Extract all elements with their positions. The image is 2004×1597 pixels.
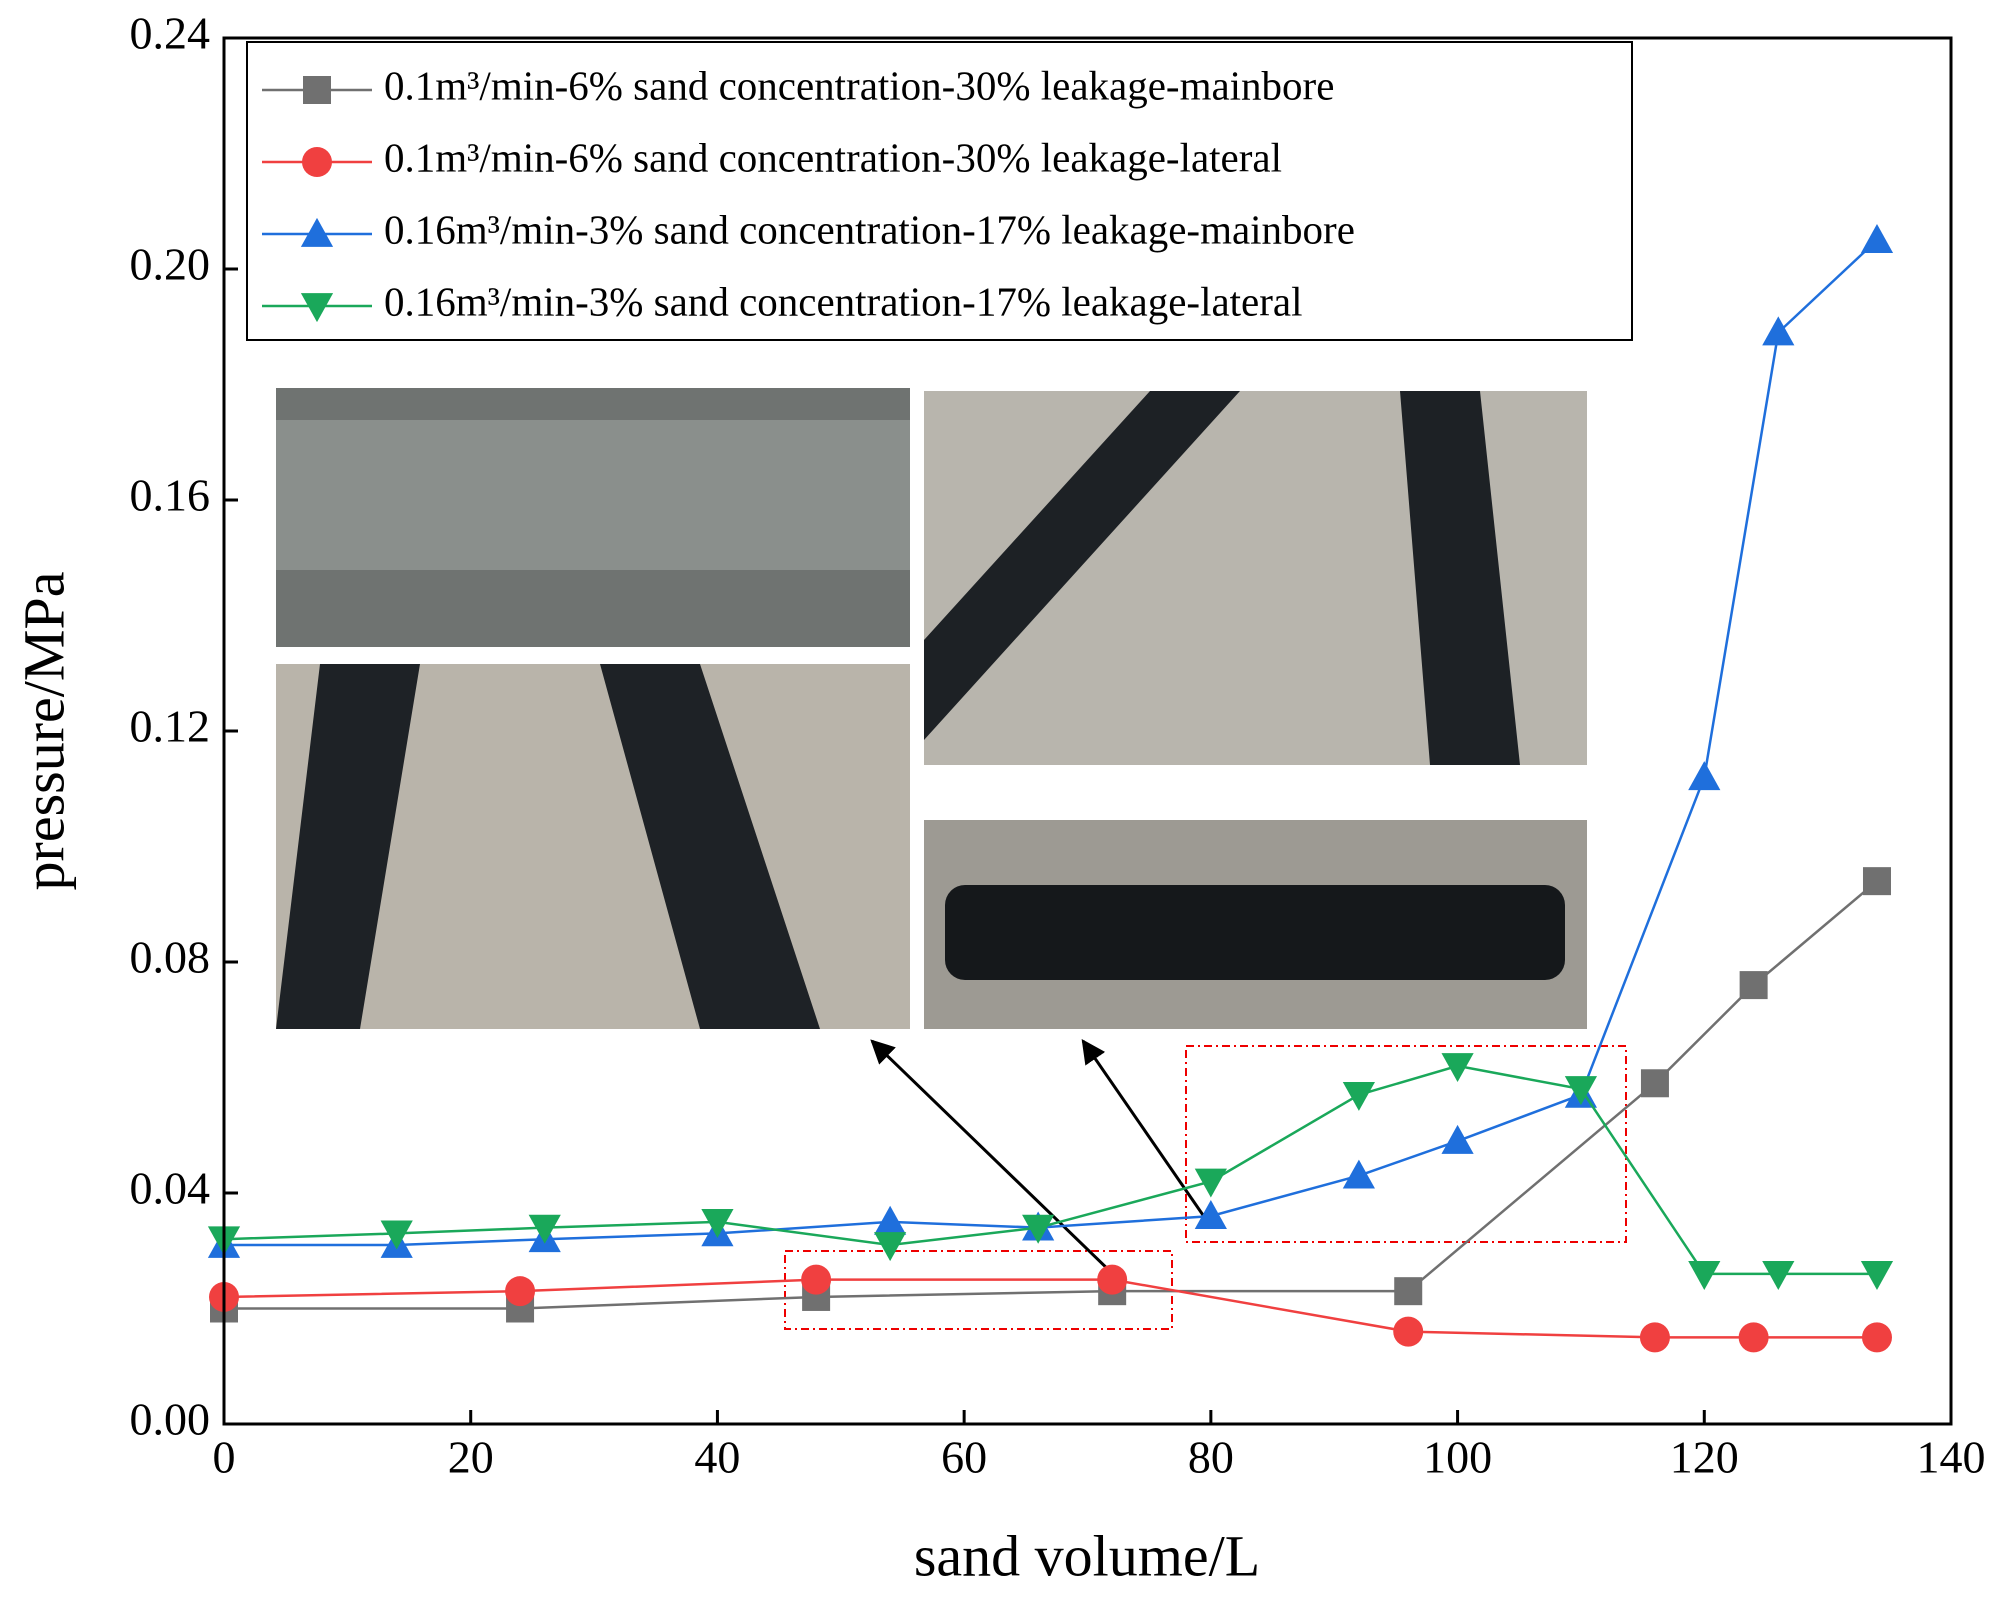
y-tick-label: 0.08	[130, 932, 211, 983]
photo-pipe	[276, 420, 910, 570]
marker	[1688, 761, 1721, 791]
legend-label: 0.16m³/min-3% sand concentration-17% lea…	[384, 278, 1303, 324]
marker	[1441, 1124, 1474, 1154]
marker	[528, 1214, 561, 1244]
marker	[1194, 1168, 1227, 1198]
arrow	[870, 1039, 1117, 1278]
y-axis-title: pressure/MPa	[11, 572, 76, 891]
x-tick-label: 20	[448, 1432, 494, 1483]
marker	[1564, 1076, 1598, 1106]
y-tick-label: 0.00	[130, 1394, 211, 1445]
y-tick-label: 0.20	[130, 239, 211, 290]
x-tick-label: 60	[941, 1432, 987, 1483]
marker	[1022, 1214, 1055, 1244]
legend-label: 0.1m³/min-6% sand concentration-30% leak…	[384, 134, 1282, 180]
marker	[300, 217, 334, 247]
marker	[1639, 1322, 1670, 1353]
y-tick-label: 0.12	[130, 701, 211, 752]
photo-pipes	[924, 391, 1520, 765]
y-tick-label: 0.24	[130, 8, 211, 59]
x-tick-label: 0	[213, 1432, 236, 1483]
x-axis-title: sand volume/L	[914, 1523, 1260, 1588]
marker	[1860, 224, 1894, 254]
legend	[246, 41, 1633, 341]
marker	[505, 1276, 536, 1307]
x-tick-label: 40	[694, 1432, 740, 1483]
marker	[300, 293, 334, 323]
marker	[303, 76, 331, 104]
series-line	[223, 1278, 1877, 1339]
photo-pipe	[945, 885, 1565, 980]
marker	[1739, 971, 1768, 1000]
marker	[1688, 1260, 1721, 1290]
marker	[801, 1264, 832, 1295]
x-tick-label: 140	[1917, 1432, 1986, 1483]
photo-insets	[276, 388, 1587, 1029]
photo-pipes	[276, 664, 820, 1029]
legend-label: 0.1m³/min-6% sand concentration-30% leak…	[384, 62, 1334, 108]
marker	[380, 1220, 413, 1250]
legend-label: 0.16m³/min-3% sand concentration-17% lea…	[384, 206, 1355, 252]
marker	[1194, 1200, 1227, 1229]
marker	[1640, 1069, 1669, 1098]
x-tick-label: 100	[1423, 1432, 1492, 1483]
y-tick-label: 0.16	[130, 470, 211, 521]
marker	[874, 1232, 907, 1262]
y-tick-label: 0.04	[130, 1163, 211, 1214]
marker	[1441, 1053, 1474, 1083]
marker	[874, 1205, 907, 1235]
marker	[1393, 1316, 1424, 1347]
x-tick-label: 120	[1670, 1432, 1739, 1483]
highlight-box	[1185, 1045, 1627, 1243]
plot	[207, 224, 1894, 1353]
marker	[1762, 316, 1795, 346]
marker	[302, 147, 332, 177]
x-tick-label: 80	[1188, 1432, 1234, 1483]
marker	[1097, 1264, 1128, 1295]
marker	[1762, 1260, 1795, 1290]
marker	[1862, 867, 1891, 896]
marker	[1738, 1322, 1769, 1353]
marker	[701, 1208, 734, 1238]
marker	[1394, 1277, 1423, 1306]
marker	[1342, 1081, 1375, 1111]
marker	[1860, 1260, 1894, 1290]
marker	[1861, 1322, 1892, 1353]
series-line	[224, 880, 1878, 1310]
marker	[1342, 1159, 1375, 1189]
